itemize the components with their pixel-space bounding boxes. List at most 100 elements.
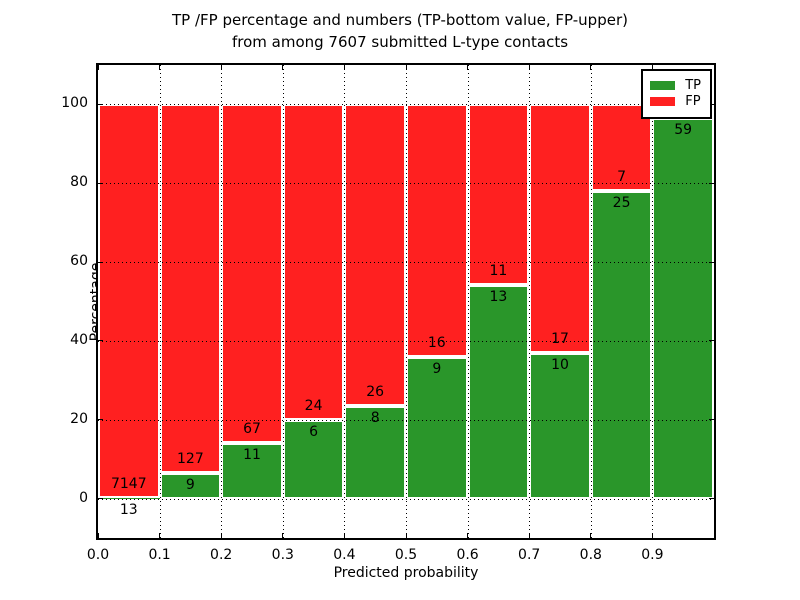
x-tick-mark-bottom	[528, 533, 530, 538]
bar-segment-tp	[98, 497, 160, 499]
x-tick-label: 0.0	[86, 547, 110, 563]
bar-segment-tp	[159, 472, 222, 499]
bar-label-tp: 10	[551, 356, 569, 373]
legend-label-tp: TP	[685, 78, 701, 93]
y-tick-mark-right	[709, 261, 714, 263]
y-tick-label: 60	[70, 253, 88, 270]
bar-label-fp: 16	[427, 334, 446, 351]
bar-segment-tp	[406, 356, 468, 499]
bar-label-fp: 17	[551, 330, 569, 347]
x-tick-label: 0.1	[148, 547, 171, 563]
gridline-vertical	[344, 65, 346, 538]
x-tick-label: 0.6	[456, 547, 479, 563]
y-tick-mark-left	[98, 498, 103, 500]
bar-segment-fp	[98, 104, 160, 498]
bar-label-tp: 59	[674, 122, 693, 139]
y-tick-mark-left	[98, 103, 103, 105]
legend-swatch-fp-icon	[650, 97, 676, 106]
x-axis-label: Predicted probability	[333, 565, 479, 581]
y-tick-mark-left	[98, 182, 103, 184]
x-tick-mark-bottom	[282, 533, 284, 538]
bar-label-tp: 13	[119, 501, 138, 518]
y-tick-label: 100	[61, 95, 88, 112]
bar-segment-tp	[590, 190, 653, 499]
bar-label-fp: 7147	[110, 475, 147, 492]
y-tick-label: 80	[70, 174, 88, 191]
bar-segment-fp	[529, 104, 591, 353]
bar-label-fp: 11	[489, 262, 508, 279]
x-tick-label: 0.9	[641, 547, 664, 563]
bar-label-fp: 26	[366, 383, 385, 400]
plot-area: Percentage Predicted probability 0 20 40 60…	[61, 63, 716, 581]
gridline-vertical	[590, 65, 592, 538]
y-tick-label: 20	[70, 410, 88, 427]
x-tick-label: 0.3	[271, 547, 294, 563]
bar-label-fp: 67	[243, 421, 261, 437]
gridline-vertical	[467, 65, 469, 538]
x-tick-mark-top	[220, 65, 222, 70]
legend-item-tp: TP	[650, 79, 701, 92]
x-tick-label: 0.7	[518, 547, 541, 563]
bar-label-tp: 9	[185, 476, 195, 493]
gridline-vertical	[221, 65, 223, 538]
y-tick-mark-right	[709, 419, 714, 421]
x-tick-mark-bottom	[651, 533, 653, 538]
x-tick-mark-top	[590, 65, 592, 70]
y-tick-mark-left	[98, 261, 103, 263]
legend-label-fp: FP	[685, 94, 701, 109]
bar-segment-fp	[344, 104, 406, 406]
x-tick-label: 0.5	[394, 547, 418, 563]
bar-segment-tp	[529, 352, 591, 499]
chart-title-line2: from among 7607 submitted L-type contact…	[231, 32, 569, 51]
bar-label-fp: 127	[177, 450, 204, 467]
bar-label-tp: 11	[243, 447, 261, 463]
x-tick-mark-bottom	[97, 533, 99, 538]
bar-label-fp: 24	[304, 397, 323, 414]
bar-label-fp: 7	[617, 168, 627, 185]
x-tick-mark-bottom	[220, 533, 222, 538]
bar-label-tp: 25	[612, 194, 631, 211]
y-tick-mark-left	[98, 419, 103, 421]
x-tick-mark-top	[528, 65, 530, 70]
x-tick-label: 0.8	[579, 547, 602, 563]
x-tick-label: 0.2	[210, 547, 233, 563]
y-tick-mark-right	[709, 182, 714, 184]
y-tick-mark-right	[709, 498, 714, 500]
y-tick-mark-right	[709, 340, 714, 342]
x-tick-mark-top	[97, 65, 99, 70]
bar-segment-fp	[406, 104, 468, 357]
x-tick-mark-bottom	[590, 533, 592, 538]
legend-swatch-tp-icon	[650, 81, 676, 90]
gridline-vertical	[159, 65, 161, 538]
bar-label-tp: 9	[432, 360, 442, 377]
y-tick-mark-left	[98, 340, 103, 342]
x-tick-mark-bottom	[159, 533, 161, 538]
x-tick-label: 0.4	[333, 547, 356, 563]
bar-segment-tp	[652, 118, 714, 499]
gridline-vertical	[282, 65, 284, 538]
bar-segment-fp	[221, 104, 283, 443]
x-tick-mark-top	[405, 65, 407, 70]
y-tick-label: 0	[79, 489, 88, 506]
x-tick-mark-bottom	[405, 533, 407, 538]
chart-title: TP /FP percentage and numbers (TP-bottom…	[0, 10, 800, 54]
chart-title-line1: TP /FP percentage and numbers (TP-bottom…	[172, 11, 628, 29]
gridline-vertical	[529, 65, 531, 538]
x-tick-mark-top	[282, 65, 284, 70]
gridline-vertical	[406, 65, 407, 538]
y-tick-label: 40	[70, 331, 88, 348]
bar-label-tp: 8	[370, 409, 380, 426]
x-tick-mark-bottom	[343, 533, 345, 538]
x-tick-mark-bottom	[467, 533, 469, 538]
bar-segment-tp	[467, 284, 530, 499]
x-tick-mark-top	[651, 65, 653, 70]
gridline-vertical	[652, 65, 654, 538]
x-tick-mark-top	[467, 65, 469, 70]
x-tick-mark-top	[343, 65, 345, 70]
legend: TP FP	[641, 69, 712, 119]
bar-label-tp: 6	[309, 423, 319, 440]
legend-item-fp: FP	[650, 95, 701, 108]
bar-label-tp: 13	[489, 288, 508, 305]
bar-segment-fp	[159, 104, 222, 473]
